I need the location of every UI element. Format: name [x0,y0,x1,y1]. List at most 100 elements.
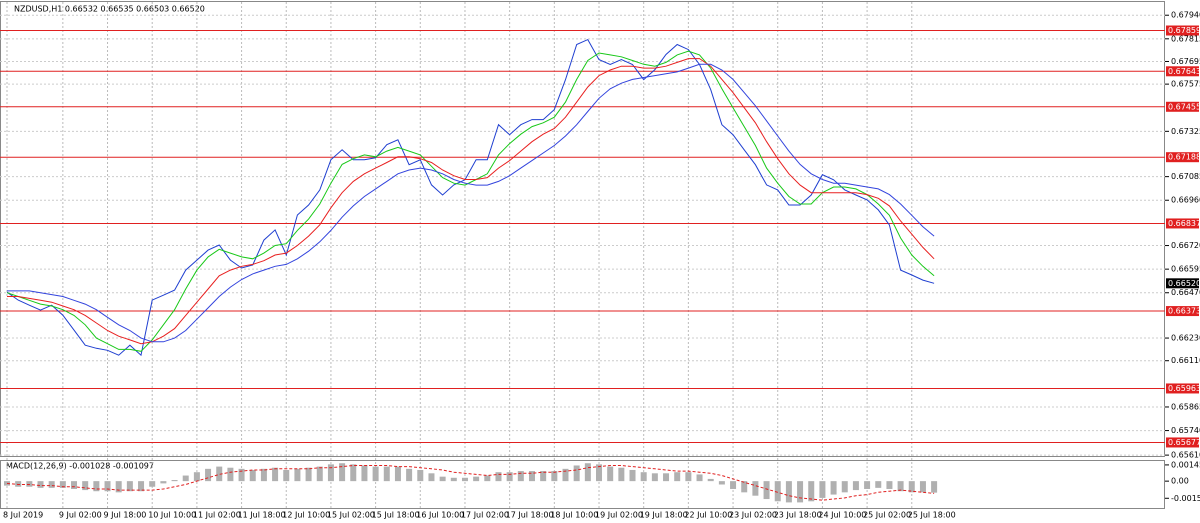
macd-bar [71,481,78,489]
macd-bar [394,466,401,482]
macd-bar [864,481,871,489]
macd-bar [573,465,580,482]
last-price-bg [1166,278,1199,289]
macd-bar [618,467,625,482]
macd-bar [808,481,815,502]
level-label-bg [1166,152,1199,163]
moving-average [6,50,935,352]
level-label: 0.67859 [1168,26,1200,35]
macd-bar [730,481,737,489]
macd-bar [361,465,368,482]
level-label: 0.67643 [1168,67,1200,76]
x-tick-label: 9 Jul 02:00 [59,511,102,520]
macd-bar [193,472,200,482]
level-label: 0.65677 [1168,438,1200,447]
macd-bar [4,481,10,486]
macd-bar [484,475,491,482]
x-tick-label: 17 Jul 02:00 [461,511,509,520]
x-tick-label: 10 Jul 10:00 [148,511,196,520]
macd-bar [272,467,279,482]
x-tick-label: 19 Jul 02:00 [595,511,643,520]
macd-bar [15,481,22,487]
macd-bar [182,475,189,482]
x-tick-label: 24 Jul 10:00 [818,511,866,520]
x-tick-label: 16 Jul 10:00 [416,511,464,520]
macd-bar [797,481,804,503]
macd-bar [104,481,111,492]
x-tick-label: 9 Jul 18:00 [104,511,147,520]
macd-bar [897,481,904,492]
main-frame [0,1,1165,457]
last-price-label: 0.66520 [1168,279,1200,288]
macd-bar [785,481,792,503]
level-label-bg [1166,383,1199,394]
macd-bar [461,477,468,482]
macd-bar [607,466,614,482]
macd-bar [138,481,145,492]
macd-bar [450,477,457,482]
x-tick-label: 15 Jul 18:00 [372,511,420,520]
macd-bar [540,471,547,482]
macd-bar [406,468,413,482]
level-label: 0.66373 [1168,307,1200,316]
macd-bar [696,474,703,482]
macd-bar [294,468,301,482]
x-tick-label: 22 Jul 10:00 [684,511,732,520]
macd-bar [227,467,234,482]
macd-bar [774,481,781,502]
macd-bar [59,481,66,488]
y-tick-label: 0.66595 [1171,265,1200,274]
y-tick-label: 0.67695 [1171,57,1200,66]
y-tick-label: -0.001531 [1171,494,1200,503]
x-tick-label: 12 Jul 10:00 [282,511,330,520]
macd-bar [216,466,223,482]
macd-bar [707,478,714,482]
macd-bar [718,481,725,485]
macd-bar [506,472,513,482]
macd-bar [584,463,591,482]
macd-bar [428,473,435,482]
macd-bar [82,481,89,491]
macd-bar [160,481,167,484]
level-label-bg [1166,25,1199,36]
x-tick-label: 25 Jul 18:00 [908,511,956,520]
x-tick-label: 11 Jul 02:00 [193,511,241,520]
level-label-bg [1166,306,1199,317]
x-tick-label: 17 Jul 18:00 [506,511,554,520]
macd-bar [249,469,256,482]
y-tick-label: 0.65865 [1171,402,1200,411]
x-tick-label: 23 Jul 02:00 [729,511,777,520]
x-tick-label: 8 Jul 2019 [3,511,43,520]
macd-bar [685,472,692,482]
macd-bar [126,481,133,492]
macd-frame [0,460,1165,509]
macd-bar [931,481,938,493]
macd-bar [640,472,647,482]
level-label: 0.66837 [1168,219,1200,228]
y-tick-label: 0.67575 [1171,80,1200,89]
macd-bar [819,481,826,498]
macd-title: MACD(12,26,9) -0.001028 -0.001097 [6,462,154,471]
chart-title: NZDUSD,H1 0.66532 0.66535 0.66503 0.6652… [14,5,205,14]
macd-bar [763,481,770,500]
level-label: 0.67455 [1168,102,1200,111]
macd-bar [339,463,346,482]
macd-bar [651,473,658,482]
macd-bar [372,466,379,482]
y-tick-label: 0.67815 [1171,34,1200,43]
macd-bar [93,481,100,492]
macd-bar [260,468,267,482]
level-label: 0.67188 [1168,153,1200,162]
macd-bar [417,469,424,482]
macd-bar [596,464,603,482]
macd-bar [674,472,681,482]
macd-bar [350,464,357,482]
macd-bar [741,481,748,493]
level-label: 0.65963 [1168,384,1200,393]
